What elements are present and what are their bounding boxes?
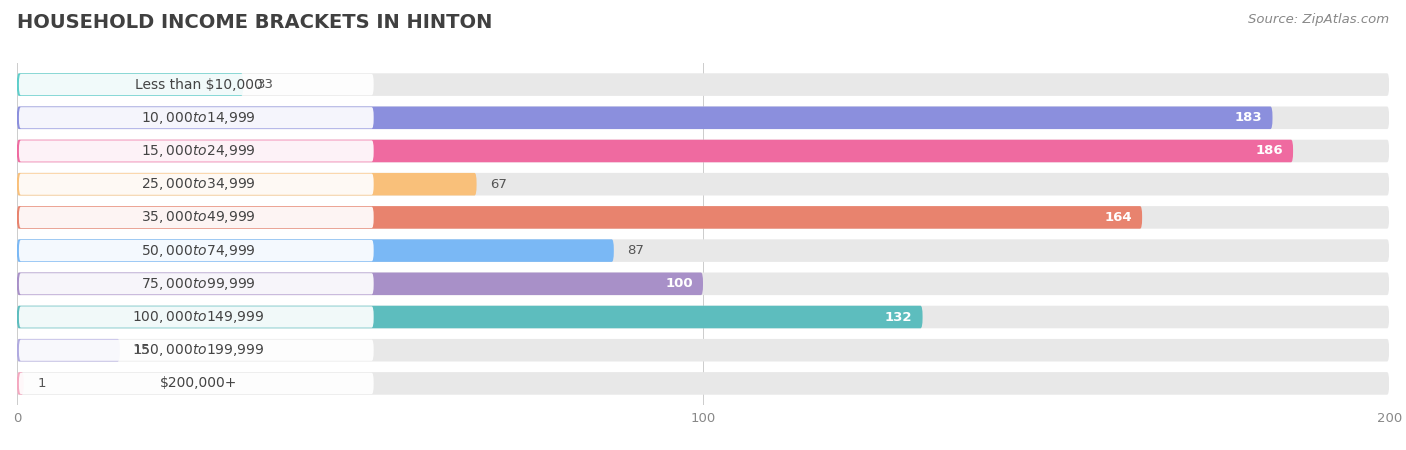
FancyBboxPatch shape xyxy=(18,174,374,195)
Text: $200,000+: $200,000+ xyxy=(160,376,238,391)
FancyBboxPatch shape xyxy=(17,239,1389,262)
Text: $35,000 to $49,999: $35,000 to $49,999 xyxy=(142,209,256,225)
FancyBboxPatch shape xyxy=(18,140,374,162)
FancyBboxPatch shape xyxy=(17,273,1389,295)
FancyBboxPatch shape xyxy=(17,372,1389,395)
FancyBboxPatch shape xyxy=(18,306,374,328)
Text: 186: 186 xyxy=(1256,144,1282,158)
Text: $10,000 to $14,999: $10,000 to $14,999 xyxy=(142,110,256,126)
FancyBboxPatch shape xyxy=(17,339,1389,361)
Text: Source: ZipAtlas.com: Source: ZipAtlas.com xyxy=(1249,14,1389,27)
FancyBboxPatch shape xyxy=(18,340,374,361)
FancyBboxPatch shape xyxy=(17,206,1389,229)
FancyBboxPatch shape xyxy=(17,173,1389,195)
Text: 33: 33 xyxy=(257,78,274,91)
Text: 164: 164 xyxy=(1104,211,1132,224)
FancyBboxPatch shape xyxy=(17,206,1142,229)
Text: HOUSEHOLD INCOME BRACKETS IN HINTON: HOUSEHOLD INCOME BRACKETS IN HINTON xyxy=(17,14,492,32)
FancyBboxPatch shape xyxy=(17,339,120,361)
FancyBboxPatch shape xyxy=(17,107,1389,129)
FancyBboxPatch shape xyxy=(17,107,1272,129)
FancyBboxPatch shape xyxy=(17,239,614,262)
FancyBboxPatch shape xyxy=(17,273,703,295)
FancyBboxPatch shape xyxy=(17,306,922,328)
Text: $50,000 to $74,999: $50,000 to $74,999 xyxy=(142,243,256,259)
Text: $100,000 to $149,999: $100,000 to $149,999 xyxy=(132,309,264,325)
FancyBboxPatch shape xyxy=(18,74,374,95)
Text: 67: 67 xyxy=(491,178,508,191)
Text: 132: 132 xyxy=(884,310,912,324)
FancyBboxPatch shape xyxy=(17,372,24,395)
Text: 15: 15 xyxy=(134,344,150,357)
FancyBboxPatch shape xyxy=(17,73,243,96)
Text: 183: 183 xyxy=(1234,111,1263,124)
FancyBboxPatch shape xyxy=(18,373,374,394)
FancyBboxPatch shape xyxy=(18,107,374,128)
Text: $75,000 to $99,999: $75,000 to $99,999 xyxy=(142,276,256,292)
FancyBboxPatch shape xyxy=(17,73,1389,96)
FancyBboxPatch shape xyxy=(17,140,1294,162)
Text: Less than $10,000: Less than $10,000 xyxy=(135,77,263,92)
FancyBboxPatch shape xyxy=(17,173,477,195)
Text: 100: 100 xyxy=(665,277,693,290)
FancyBboxPatch shape xyxy=(17,140,1389,162)
FancyBboxPatch shape xyxy=(17,306,1389,328)
Text: $15,000 to $24,999: $15,000 to $24,999 xyxy=(142,143,256,159)
Text: 1: 1 xyxy=(38,377,46,390)
Text: $150,000 to $199,999: $150,000 to $199,999 xyxy=(132,342,264,358)
FancyBboxPatch shape xyxy=(18,273,374,294)
FancyBboxPatch shape xyxy=(18,207,374,228)
Text: 87: 87 xyxy=(627,244,644,257)
FancyBboxPatch shape xyxy=(18,240,374,261)
Text: $25,000 to $34,999: $25,000 to $34,999 xyxy=(142,176,256,192)
